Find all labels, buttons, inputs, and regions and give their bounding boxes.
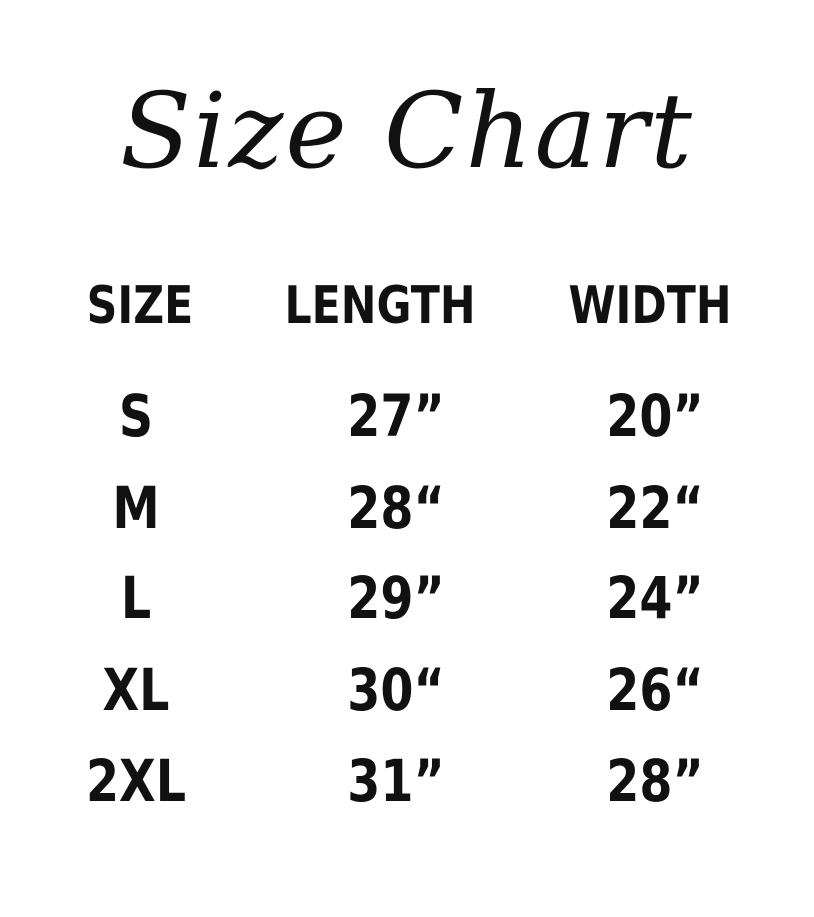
header-length: LENGTH bbox=[284, 276, 476, 336]
table-cell-size: 2XL bbox=[85, 747, 187, 815]
header-size: SIZE bbox=[86, 276, 194, 336]
table-cell-width: 20” bbox=[606, 382, 704, 450]
table-cell-width: 24” bbox=[606, 564, 704, 632]
table-cell-size: S bbox=[118, 382, 154, 450]
table-cell-size: XL bbox=[102, 656, 170, 724]
table-cell-size: M bbox=[112, 474, 160, 542]
table-cell-length: 29” bbox=[347, 564, 445, 632]
table-cell-width: 26“ bbox=[606, 656, 704, 724]
size-chart-title: Size Chart bbox=[120, 70, 694, 192]
header-width: WIDTH bbox=[568, 276, 732, 336]
table-cell-size: L bbox=[120, 564, 152, 632]
table-cell-width: 22“ bbox=[606, 474, 704, 542]
table-cell-width: 28” bbox=[606, 747, 704, 815]
table-cell-length: 30“ bbox=[347, 656, 445, 724]
table-cell-length: 28“ bbox=[347, 474, 445, 542]
table-cell-length: 27” bbox=[347, 382, 445, 450]
table-cell-length: 31” bbox=[347, 747, 445, 815]
